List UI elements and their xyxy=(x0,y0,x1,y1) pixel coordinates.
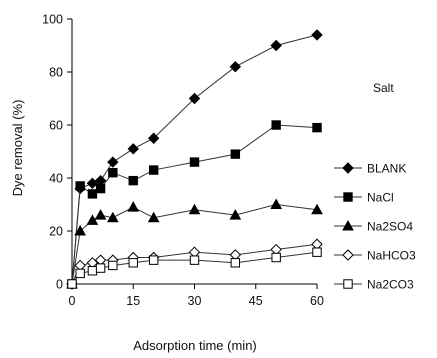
x-tick-label: 60 xyxy=(310,294,324,308)
x-tick-label: 30 xyxy=(188,294,202,308)
data-point xyxy=(148,165,159,175)
data-point xyxy=(87,266,98,276)
x-tick-label: 45 xyxy=(249,294,263,308)
legend-label: NaCl xyxy=(367,191,394,205)
data-point xyxy=(311,203,323,215)
data-point xyxy=(75,181,85,191)
legend-label: BLANK xyxy=(367,162,406,176)
series-na2co3 xyxy=(67,247,322,289)
data-point xyxy=(188,92,201,105)
legend-marker xyxy=(343,192,353,202)
legend-item: NaCl xyxy=(334,191,394,205)
data-point xyxy=(127,143,139,155)
data-point xyxy=(95,263,106,273)
data-point xyxy=(312,122,322,133)
y-tick-label: 20 xyxy=(49,225,63,239)
data-point xyxy=(106,211,119,223)
x-tick-label: 15 xyxy=(126,294,140,308)
data-point xyxy=(86,214,99,225)
legend-label: Na2SO4 xyxy=(367,220,413,234)
data-point xyxy=(128,258,138,268)
y-tick-label: 60 xyxy=(49,119,63,133)
data-point xyxy=(271,252,281,263)
legend-item: NaHCO3 xyxy=(334,249,416,263)
data-point xyxy=(128,175,138,186)
series-na2so4 xyxy=(66,198,323,289)
data-point xyxy=(147,132,160,144)
series-line xyxy=(71,203,318,285)
data-point xyxy=(107,156,119,168)
legend-marker xyxy=(343,279,353,289)
data-point xyxy=(189,255,200,265)
series-layer xyxy=(66,29,323,290)
y-tick-label: 40 xyxy=(49,172,63,186)
legend-marker xyxy=(342,162,354,174)
data-point xyxy=(229,60,242,73)
data-point xyxy=(127,201,140,212)
legend-label: NaHCO3 xyxy=(367,249,416,263)
x-axis-title: Adsorption time (min) xyxy=(133,338,257,353)
data-point xyxy=(87,189,98,199)
y-tick-label: 100 xyxy=(42,13,63,27)
legend-marker xyxy=(342,219,354,231)
data-point xyxy=(95,183,106,194)
x-tick-label: 0 xyxy=(69,294,76,308)
axes: 0 20 40 60 80 100 0 15 30 45 60 xyxy=(42,13,324,309)
y-axis-title: Dye removal (%) xyxy=(10,100,25,197)
data-point xyxy=(74,224,87,236)
data-point xyxy=(270,39,282,52)
legend-marker xyxy=(342,249,354,261)
data-point xyxy=(230,258,241,268)
data-point xyxy=(94,209,107,220)
data-point xyxy=(147,211,160,223)
data-point xyxy=(67,279,77,289)
legend-label: Na2CO3 xyxy=(367,278,414,292)
data-point xyxy=(311,29,323,41)
legend: Salt BLANK NaCl Na2SO4 NaHCO3 Na2CO3 xyxy=(334,81,416,292)
legend-item: Na2CO3 xyxy=(334,278,414,292)
data-point xyxy=(312,247,322,257)
legend-title: Salt xyxy=(373,81,394,95)
data-point xyxy=(75,268,85,279)
data-point xyxy=(148,255,159,265)
data-point xyxy=(86,177,99,190)
data-point xyxy=(189,157,200,167)
y-tick-label: 0 xyxy=(56,278,63,292)
series-nacl xyxy=(67,120,322,289)
data-point xyxy=(270,198,283,209)
data-point xyxy=(229,209,242,220)
data-point xyxy=(108,168,118,178)
data-point xyxy=(230,149,241,159)
legend-item: Na2SO4 xyxy=(334,220,413,234)
data-point xyxy=(188,203,201,215)
legend-item: BLANK xyxy=(334,162,406,176)
y-tick-label: 80 xyxy=(49,66,63,80)
data-point xyxy=(108,260,118,271)
data-point xyxy=(271,120,281,130)
